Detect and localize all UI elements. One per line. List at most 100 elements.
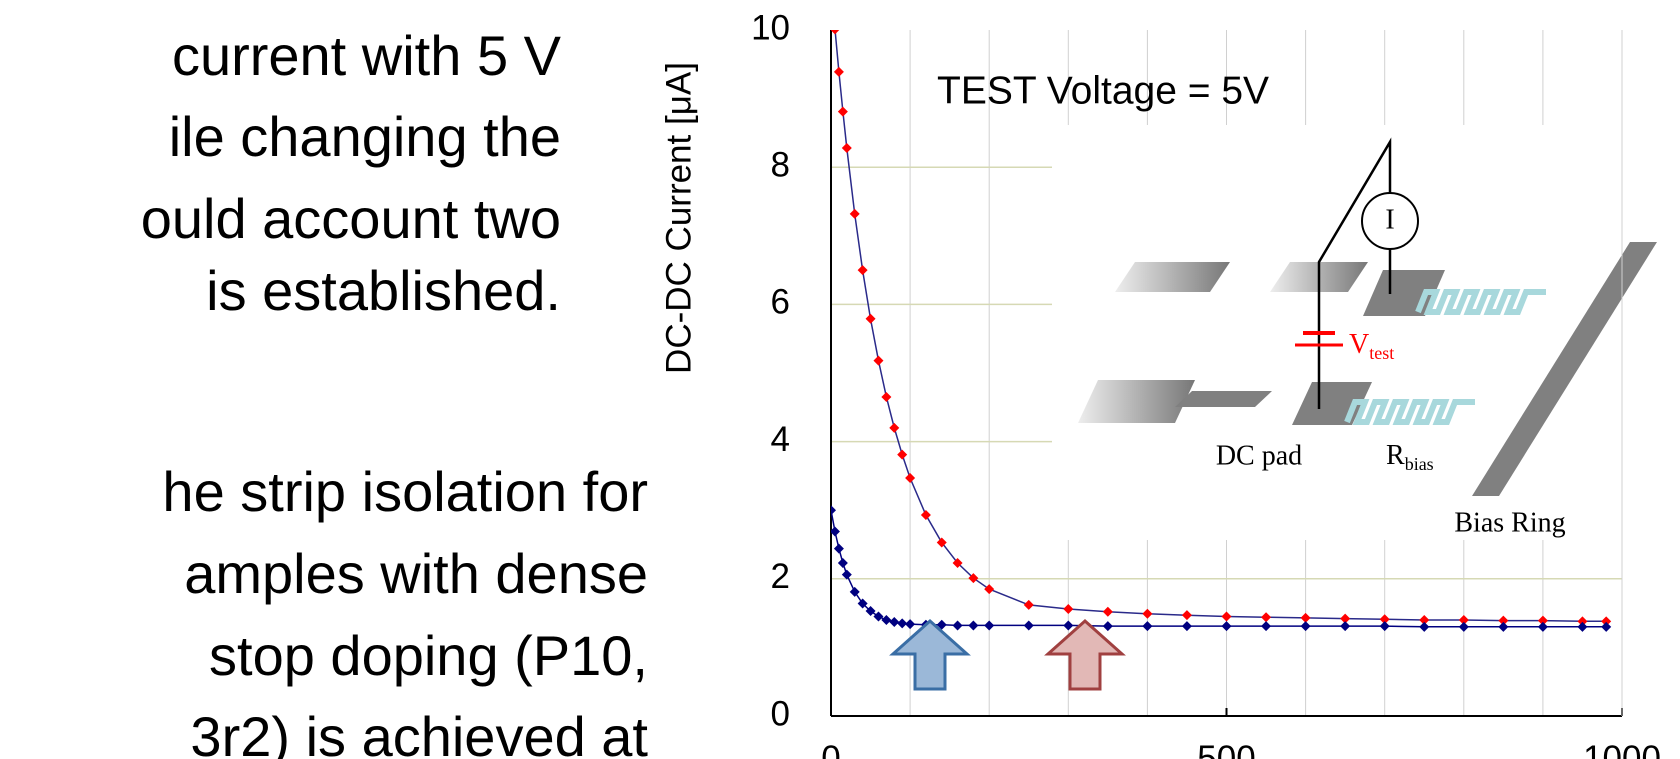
data-point [1142,608,1153,619]
data-point [905,472,916,483]
red-arrow [1044,618,1126,691]
data-point [1458,621,1469,632]
data-point [831,526,840,537]
data-point [831,505,836,516]
voltage-symbol: V [1349,329,1369,360]
y-tick-label: 0 [771,694,790,733]
blue-arrow [889,618,971,691]
data-point [837,558,848,569]
data-point [1181,610,1192,621]
pad-label: DC pad [1216,440,1302,471]
data-point [968,620,979,631]
data-point [1221,611,1232,622]
y-tick-label: 2 [771,557,790,596]
wire [1317,137,1392,409]
data-point [1537,615,1548,626]
x-tick-label: 500 [1197,739,1255,759]
data-point [1419,614,1430,625]
data-point [831,30,840,35]
data-point [1063,603,1074,614]
data-point [1379,621,1390,632]
data-point [865,606,876,617]
slide-text-line: 3r2) is achieved at [190,705,648,759]
bias-resistor [1415,289,1546,315]
data-point [1498,615,1509,626]
data-point [1577,616,1588,627]
slide-text-line: current with 5 V [172,24,562,87]
data-point [1023,620,1034,631]
data-point [984,620,995,631]
slide-text-line: is established. [206,259,561,322]
data-point [936,537,947,548]
data-point [968,573,979,584]
y-tick-label: 6 [771,283,790,322]
data-point [1300,621,1311,632]
data-point [1102,621,1113,632]
y-tick-label: 4 [771,420,790,459]
data-point [881,614,892,625]
data-point [905,619,916,630]
data-point [873,611,884,622]
slide-text-line: ile changing the [169,105,561,168]
series-line [831,510,1607,628]
data-point [1601,616,1612,627]
data-point [857,598,868,609]
data-point [889,422,900,433]
data-point [1300,612,1311,623]
x-tick-label: 0 [821,739,840,759]
data-point [1537,621,1548,632]
data-point [952,558,963,569]
slide-text-line: amples with dense [184,542,648,605]
resistor-subscript: bias [1405,454,1434,474]
bias-ring [1472,242,1657,496]
data-point [897,449,908,460]
ammeter [1361,192,1419,250]
data-point [889,617,900,628]
data-point [1340,613,1351,624]
data-point [1379,614,1390,625]
data-point [857,265,868,276]
resistor-label: Rbias [1386,440,1434,474]
voltage-subscript: test [1369,343,1394,363]
data-point [984,584,995,595]
dc-pad [1363,270,1445,316]
y-tick-label: 8 [771,145,790,184]
data-point [1261,612,1272,623]
x-tick-label: 1000 [1583,739,1661,759]
voltage-symbol: Vtest [1349,329,1394,363]
data-point [841,142,852,153]
ring-label: Bias Ring [1454,507,1565,538]
pad [1115,262,1230,292]
data-point [1458,614,1469,625]
slide-text: current with 5 V ile changing the ould acc… [141,24,649,759]
plot-area [831,30,1612,632]
slide-text-line: he strip isolation for [162,460,648,523]
data-point [849,208,860,219]
data-point [1577,621,1588,632]
data-point [1023,599,1034,610]
data-point [1063,620,1074,631]
data-point [1261,621,1272,632]
data-point [1181,621,1192,632]
data-point [865,313,876,324]
data-point [833,543,844,554]
data-point [881,392,892,403]
pad-strip [1175,391,1272,407]
data-point [1340,621,1351,632]
data-point [837,106,848,117]
current-symbol: I [1385,204,1394,235]
axes: 0 2 4 6 8 10 0 500 1000 [751,8,1661,759]
data-point [833,66,844,77]
data-point [873,355,884,366]
series-line [834,30,1607,623]
data-point [897,618,908,629]
data-point [1142,621,1153,632]
inset-background [1052,125,1625,540]
data-point [1221,621,1232,632]
data-point [1498,621,1509,632]
slide-text-line: stop doping (P10, [209,624,648,687]
data-point [1419,621,1430,632]
data-point [1102,606,1113,617]
